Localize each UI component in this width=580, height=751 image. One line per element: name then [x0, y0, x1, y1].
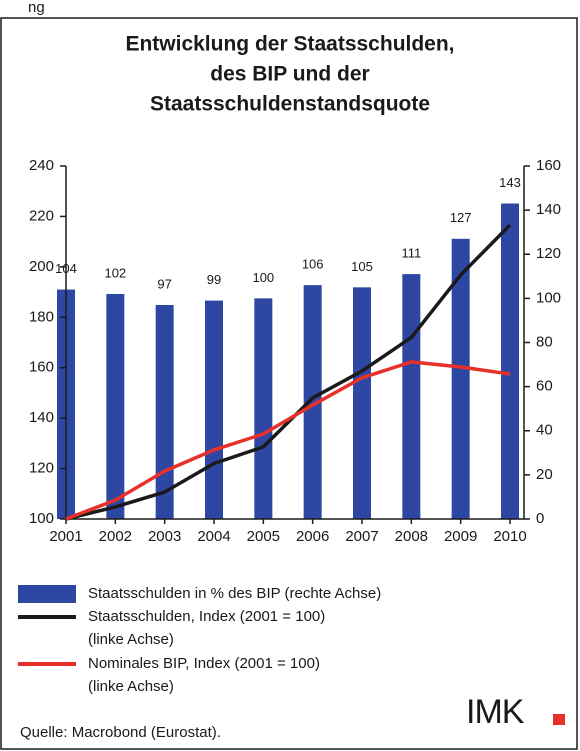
- value-label: 106: [302, 257, 324, 272]
- legend-label: Staatsschulden, Index (2001 = 100): [88, 608, 325, 625]
- x-tick-label: 2006: [296, 528, 329, 545]
- y-tick-label: 120: [29, 460, 54, 477]
- value-label: 111: [401, 246, 421, 261]
- y2-tick-label: 40: [536, 422, 553, 439]
- bar: [402, 274, 421, 519]
- y-tick-label: 220: [29, 207, 54, 224]
- value-label: 99: [207, 272, 221, 287]
- chart-title: des BIP und der: [210, 63, 369, 86]
- header-fragment: ng: [28, 0, 45, 16]
- y2-tick-label: 100: [536, 289, 561, 306]
- legend-note: (linke Achse): [88, 631, 174, 648]
- y-tick-label: 140: [29, 409, 54, 426]
- bar: [106, 293, 125, 519]
- y2-tick-label: 140: [536, 201, 561, 218]
- legend-swatch: [18, 585, 76, 603]
- bar: [353, 287, 371, 519]
- y2-tick-label: 20: [536, 466, 553, 483]
- y2-tick-label: 120: [536, 245, 561, 262]
- chart-title: Staatsschuldenstandsquote: [150, 93, 430, 116]
- x-tick-label: 2009: [444, 528, 477, 545]
- y-tick-label: 100: [29, 510, 54, 527]
- value-label: 97: [157, 276, 171, 291]
- bar: [254, 298, 273, 519]
- legend-label: Nominales BIP, Index (2001 = 100): [88, 655, 320, 672]
- legend-label: Staatsschulden in % des BIP (rechte Achs…: [88, 585, 381, 602]
- x-tick-label: 2001: [49, 528, 82, 545]
- y2-tick-label: 80: [536, 333, 553, 350]
- bar: [501, 203, 519, 519]
- y2-tick-label: 60: [536, 378, 553, 395]
- y-tick-label: 240: [29, 157, 54, 174]
- x-tick-label: 2003: [148, 528, 181, 545]
- logo-dot: [553, 714, 565, 725]
- y-tick-label: 200: [29, 258, 54, 275]
- value-label: 100: [252, 270, 274, 285]
- line: [65, 360, 511, 521]
- bar: [155, 304, 174, 519]
- bar: [205, 300, 223, 519]
- chart-title: Entwicklung der Staatsschulden,: [125, 33, 454, 56]
- x-tick-label: 2007: [345, 528, 378, 545]
- y2-tick-label: 0: [536, 510, 544, 527]
- y-tick-label: 180: [29, 308, 54, 325]
- bar: [451, 238, 470, 519]
- x-tick-label: 2008: [395, 528, 428, 545]
- x-tick-label: 2002: [99, 528, 132, 545]
- value-label: 105: [351, 259, 373, 274]
- y-tick-label: 160: [29, 359, 54, 376]
- legend-note: (linke Achse): [88, 678, 174, 695]
- x-tick-label: 2010: [493, 528, 526, 545]
- value-label: 143: [499, 175, 521, 190]
- bar: [303, 285, 322, 519]
- logo: IMK: [466, 693, 525, 731]
- x-tick-label: 2005: [247, 528, 280, 545]
- line: [65, 223, 512, 521]
- value-label: 102: [104, 265, 126, 280]
- value-label: 127: [450, 210, 472, 225]
- frame: [0, 17, 578, 750]
- y2-tick-label: 160: [536, 157, 561, 174]
- x-tick-label: 2004: [197, 528, 230, 545]
- source: Quelle: Macrobond (Eurostat).: [20, 724, 221, 741]
